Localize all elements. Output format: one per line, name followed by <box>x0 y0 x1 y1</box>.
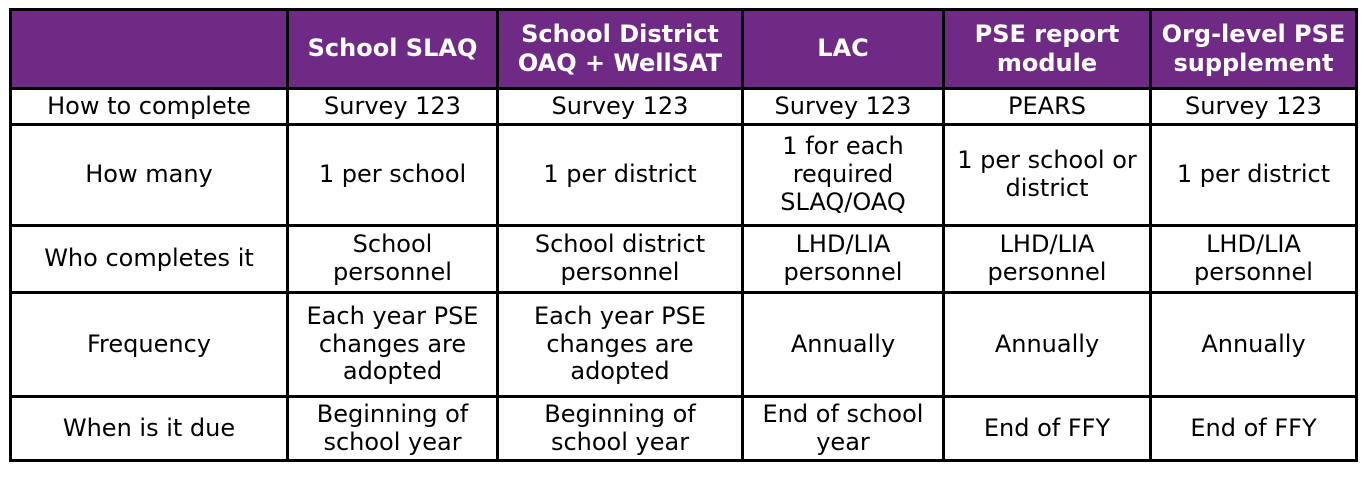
header-cell-lac: LAC <box>741 8 945 90</box>
row-label-frequency: Frequency <box>9 291 289 398</box>
table-cell: Survey 123 <box>741 87 945 126</box>
table-cell: LHD/LIA personnel <box>1149 224 1358 294</box>
header-row: School SLAQ School District OAQ + WellSA… <box>9 8 1358 90</box>
table-cell: 1 per district <box>496 123 744 227</box>
table-cell: End of FFY <box>1149 395 1358 462</box>
table-cell: 1 per school or district <box>942 123 1152 227</box>
header-cell-school-district-oaq-wellsat: School District OAQ + WellSAT <box>496 8 744 90</box>
table-body: How to complete Survey 123 Survey 123 Su… <box>9 87 1358 462</box>
table-cell: Each year PSE changes are adopted <box>286 291 499 398</box>
header-cell-pse-report-module: PSE report module <box>942 8 1152 90</box>
row-label-when-is-it-due: When is it due <box>9 395 289 462</box>
row-label-how-many: How many <box>9 123 289 227</box>
row-label-how-to-complete: How to complete <box>9 87 289 126</box>
table-cell: End of school year <box>741 395 945 462</box>
table-cell: Annually <box>1149 291 1358 398</box>
table-cell: LHD/LIA personnel <box>942 224 1152 294</box>
table-header: School SLAQ School District OAQ + WellSA… <box>9 8 1358 90</box>
table-cell: PEARS <box>942 87 1152 126</box>
table-row-how-to-complete: How to complete Survey 123 Survey 123 Su… <box>9 87 1358 126</box>
table-cell: School district personnel <box>496 224 744 294</box>
table-cell: Annually <box>741 291 945 398</box>
header-cell-blank <box>9 8 289 90</box>
table-row-frequency: Frequency Each year PSE changes are adop… <box>9 291 1358 398</box>
table-cell: Beginning of school year <box>496 395 744 462</box>
table-row-who-completes-it: Who completes it School personnel School… <box>9 224 1358 294</box>
table-cell: Survey 123 <box>286 87 499 126</box>
table-cell: LHD/LIA personnel <box>741 224 945 294</box>
pse-assessment-table: School SLAQ School District OAQ + WellSA… <box>9 8 1358 462</box>
table-cell: School personnel <box>286 224 499 294</box>
table-row-how-many: How many 1 per school 1 per district 1 f… <box>9 123 1358 227</box>
header-cell-org-level-pse-supplement: Org-level PSE supplement <box>1149 8 1358 90</box>
row-label-who-completes-it: Who completes it <box>9 224 289 294</box>
table-cell: 1 for each required SLAQ/OAQ <box>741 123 945 227</box>
table-cell: Survey 123 <box>1149 87 1358 126</box>
table-cell: 1 per school <box>286 123 499 227</box>
table-cell: Survey 123 <box>496 87 744 126</box>
assessment-matrix-wrapper: School SLAQ School District OAQ + WellSA… <box>9 8 1358 462</box>
table-cell: 1 per district <box>1149 123 1358 227</box>
table-cell: Beginning of school year <box>286 395 499 462</box>
table-row-when-is-it-due: When is it due Beginning of school year … <box>9 395 1358 462</box>
table-cell: Annually <box>942 291 1152 398</box>
table-cell: End of FFY <box>942 395 1152 462</box>
table-cell: Each year PSE changes are adopted <box>496 291 744 398</box>
header-cell-school-slaq: School SLAQ <box>286 8 499 90</box>
